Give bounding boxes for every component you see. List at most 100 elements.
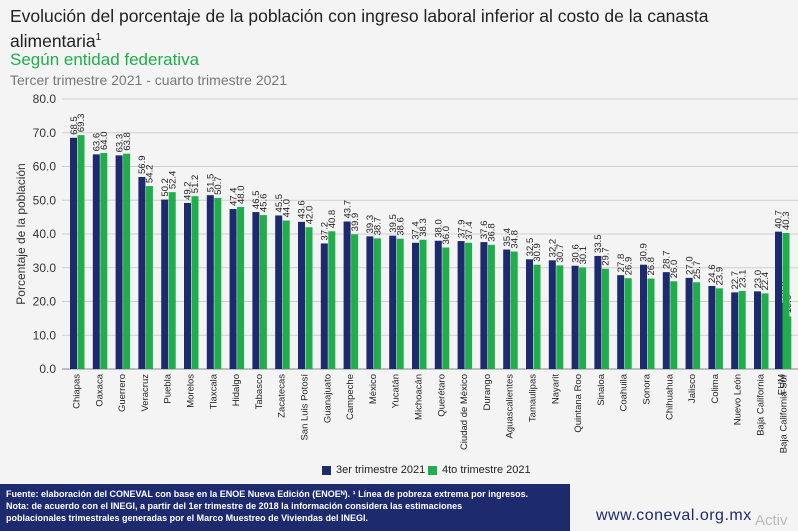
data-label: 37.6: [479, 221, 490, 240]
data-label: 38.3: [418, 218, 429, 237]
bar-series1: [662, 272, 670, 369]
bar-series2: [237, 207, 245, 369]
bar-series1: [731, 292, 739, 369]
bar-series1: [366, 236, 374, 369]
data-label: 27.0: [684, 256, 695, 275]
x-tick-label: Ciudad de México: [459, 374, 470, 450]
bar-series1: [389, 235, 397, 369]
bar-series1: [320, 243, 328, 369]
bar-series2: [761, 293, 769, 369]
data-label: 54.2: [145, 165, 156, 184]
data-label: 47.4: [228, 188, 239, 207]
bar-series1: [480, 242, 488, 369]
x-tick-label: Durango: [482, 374, 493, 410]
data-label: 24.6: [707, 264, 718, 283]
bar-series1: [252, 212, 260, 369]
legend-swatch-series2: [428, 465, 437, 475]
y-axis-label: Porcentaje de la población: [14, 163, 28, 304]
data-label: 48.0: [236, 186, 247, 205]
x-tick-label: Zacatecas: [277, 374, 288, 418]
data-label: 30.1: [578, 246, 589, 265]
bar-series2: [123, 153, 131, 369]
x-tick-label: San Luis Potosí: [300, 374, 311, 441]
website-link[interactable]: www.coneval.org.mx: [596, 507, 752, 524]
data-label: 38.0: [434, 219, 445, 238]
data-label: 23.1: [737, 270, 748, 289]
data-label: 40.3: [781, 211, 792, 230]
x-tick-label: Campeche: [345, 374, 356, 420]
x-tick-label: Yucatán: [391, 374, 402, 408]
data-label: 26.0: [669, 260, 680, 279]
data-label: 39.5: [388, 214, 399, 233]
x-tick-label: Colima: [710, 373, 721, 403]
bar-series1: [184, 202, 191, 369]
data-label: 23.0: [753, 270, 764, 289]
x-tick-label: Nayarit: [550, 374, 561, 404]
bar-series2: [259, 215, 267, 369]
x-tick-label: Sinaloa: [596, 373, 607, 405]
x-tick-label: Querétaro: [436, 374, 447, 417]
data-label: 34.8: [509, 230, 520, 249]
activation-watermark: Activ: [755, 512, 788, 529]
data-label: 30.9: [532, 243, 543, 262]
bar-series1: [434, 240, 442, 369]
chart-subtitle: Según entidad federativa: [10, 50, 200, 69]
footer-note-line-2: poblacionales trimestrales generadas por…: [6, 513, 368, 523]
data-label: 43.7: [342, 200, 353, 219]
bar-series2: [305, 227, 313, 369]
bar-series2: [738, 291, 746, 369]
x-tick-label: México: [368, 374, 379, 404]
data-label: 26.9: [623, 257, 634, 276]
data-label: 23.9: [715, 267, 726, 286]
bar-series1: [138, 176, 146, 369]
x-tick-label: Coahuila: [619, 373, 630, 411]
bar-series2: [715, 288, 723, 369]
data-label: 69.3: [76, 114, 87, 133]
bar-series1: [275, 215, 283, 369]
legend-item-series2: 4to trimestre 2021: [428, 464, 531, 476]
data-label: 44.0: [281, 199, 292, 218]
x-tick-label: Guanajuato: [322, 374, 333, 423]
data-label: 56.9: [137, 155, 148, 174]
x-tick-label: Chiapas: [72, 374, 83, 409]
bar-series1: [412, 242, 419, 369]
data-label: 36.8: [487, 223, 498, 242]
bar-series2: [396, 238, 404, 369]
bar-series1: [92, 154, 100, 369]
data-label: 39.3: [365, 215, 376, 234]
data-label: 49.2: [183, 181, 194, 200]
source-footer: Fuente: elaboración del CONEVAL con base…: [0, 484, 570, 531]
bar-series1: [457, 241, 465, 369]
x-tick-label: Nuevo León: [733, 374, 744, 425]
data-label: 32.5: [525, 238, 536, 257]
bar-series1: [594, 255, 602, 369]
y-tick-label: 10.0: [33, 328, 57, 342]
bar-series2: [145, 186, 153, 369]
bar-series2: [442, 247, 450, 369]
bar-series1: [548, 260, 556, 369]
x-tick-label: Sonora: [642, 373, 653, 404]
bar-series2: [168, 192, 176, 369]
bar-series1: [229, 209, 237, 369]
bar-series2: [282, 220, 290, 369]
bar-series2: [351, 234, 359, 369]
x-tick-label: Oaxaca: [94, 373, 105, 406]
data-label: 30.7: [555, 244, 566, 263]
x-tick-label: EUM: [777, 374, 788, 395]
data-label: 39.9: [350, 213, 361, 232]
data-label: 64.0: [99, 132, 110, 151]
data-label: 33.5: [593, 234, 604, 253]
data-label: 52.4: [167, 171, 178, 190]
y-tick-label: 50.0: [33, 193, 57, 207]
legend-swatch-series1: [322, 465, 331, 475]
x-tick-label: Chihuahua: [664, 373, 675, 420]
bar-series1: [571, 265, 579, 369]
data-label: 32.2: [548, 239, 559, 258]
y-tick-label: 40.0: [33, 227, 57, 241]
data-label: 45.6: [259, 194, 270, 213]
bar-series1: [503, 249, 511, 369]
x-tick-label: Puebla: [163, 373, 174, 403]
x-tick-label: Morelos: [186, 374, 197, 408]
y-tick-label: 30.0: [33, 261, 57, 275]
x-tick-label: Veracruz: [140, 374, 151, 412]
